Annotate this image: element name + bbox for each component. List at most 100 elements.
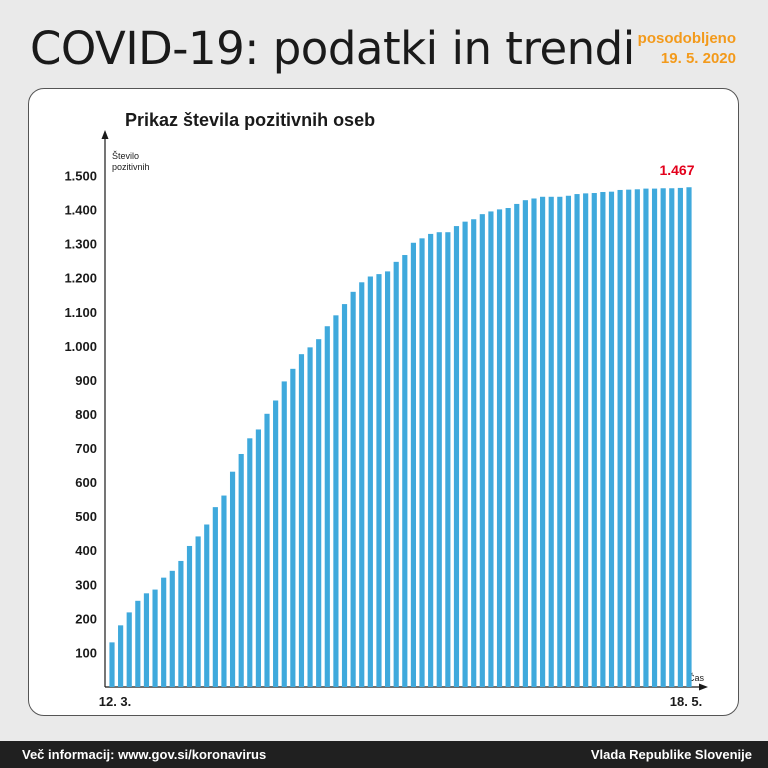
bar (496, 209, 503, 687)
bar (307, 347, 313, 687)
footer-publisher: Vlada Republike Slovenije (590, 747, 752, 762)
bar (410, 242, 416, 687)
bar (660, 188, 666, 687)
bar (565, 195, 572, 687)
bar (290, 368, 296, 687)
y-tick-label: 1.400 (64, 203, 97, 218)
bar (557, 196, 563, 687)
bar (505, 208, 511, 687)
bar (341, 304, 348, 687)
y-tick-label: 800 (75, 407, 97, 422)
bar (617, 189, 623, 687)
bar (212, 507, 218, 687)
bar (548, 196, 554, 687)
bar (273, 400, 279, 687)
bar (445, 232, 451, 687)
bar (522, 200, 528, 687)
bar (359, 282, 365, 687)
bar (143, 593, 150, 687)
bar (453, 226, 460, 687)
y-tick-label: 900 (75, 373, 97, 388)
y-tick-label: 1.300 (64, 237, 97, 252)
bar (643, 188, 649, 687)
bar (161, 577, 167, 687)
y-tick-label: 400 (75, 543, 97, 558)
bar (281, 381, 287, 687)
bar (178, 560, 184, 687)
page-title: COVID-19: podatki in trendi (30, 22, 635, 75)
bar (316, 339, 322, 687)
bar (488, 211, 494, 687)
bar (651, 188, 658, 687)
bar (574, 194, 580, 687)
bar (118, 625, 124, 687)
y-tick-label: 300 (75, 577, 97, 592)
bar (419, 238, 425, 687)
y-tick-label: 1.500 (64, 169, 97, 184)
updated-date: 19. 5. 2020 (660, 50, 736, 67)
last-value-label: 1.467 (659, 162, 694, 178)
bar (298, 354, 305, 687)
y-tick-labels: 100 200 300 400 500 600 700 800 900 1.000 1.100 1.2… (64, 169, 97, 661)
y-axis-arrow (101, 130, 109, 139)
bar (247, 438, 253, 687)
y-tick-label: 1.200 (64, 271, 97, 286)
y-axis-label-line-2: pozitivnih (112, 162, 150, 172)
bar (600, 192, 606, 687)
bars (109, 187, 692, 688)
bar (634, 189, 640, 687)
bar (350, 291, 356, 687)
y-tick-label: 600 (75, 475, 97, 490)
bar (238, 453, 244, 687)
bar (126, 612, 132, 687)
bar (591, 193, 597, 687)
bar (255, 429, 261, 687)
bar (152, 589, 158, 687)
chart-card: Prikaz števila pozitivnih oseb Število p… (28, 88, 739, 716)
bar (583, 193, 589, 687)
updated-label: posodobljeno (637, 30, 736, 47)
bar (428, 233, 434, 687)
bar (169, 570, 175, 687)
bar (531, 198, 537, 687)
bar (204, 524, 210, 687)
bar (229, 471, 236, 687)
bar (471, 219, 477, 687)
y-tick-label: 200 (75, 611, 97, 626)
y-tick-label: 1.000 (64, 339, 97, 354)
bar (109, 642, 115, 687)
bar (324, 326, 330, 687)
bar (608, 191, 615, 688)
bar (540, 196, 546, 687)
bar (479, 214, 485, 687)
bar (376, 274, 382, 687)
x-start-label: 12. 3. (99, 694, 132, 709)
bar (669, 188, 675, 687)
bar (677, 187, 683, 688)
bar (514, 203, 520, 687)
bar (264, 413, 270, 687)
y-axis-label-line-1: Število (112, 151, 139, 161)
bar (402, 255, 408, 687)
bar (186, 545, 193, 687)
y-tick-label: 700 (75, 441, 97, 456)
y-tick-label: 1.100 (64, 305, 97, 320)
y-tick-label: 100 (75, 645, 97, 660)
bar (393, 261, 399, 687)
chart-title: Prikaz števila pozitivnih oseb (125, 110, 375, 130)
bar (195, 536, 201, 687)
bar (462, 221, 468, 687)
bar (221, 495, 227, 687)
bar (436, 232, 442, 687)
y-tick-label: 500 (75, 509, 97, 524)
bar (333, 315, 339, 687)
x-axis-arrow (699, 683, 708, 691)
x-axis-label: Čas (688, 673, 705, 683)
bar (385, 271, 391, 687)
x-end-label: 18. 5. (670, 694, 703, 709)
bar (626, 189, 632, 687)
bar (686, 187, 692, 687)
footer-info-link[interactable]: Več informacij: www.gov.si/koronavirus (22, 747, 267, 762)
bar (135, 600, 141, 687)
bar (367, 276, 373, 687)
